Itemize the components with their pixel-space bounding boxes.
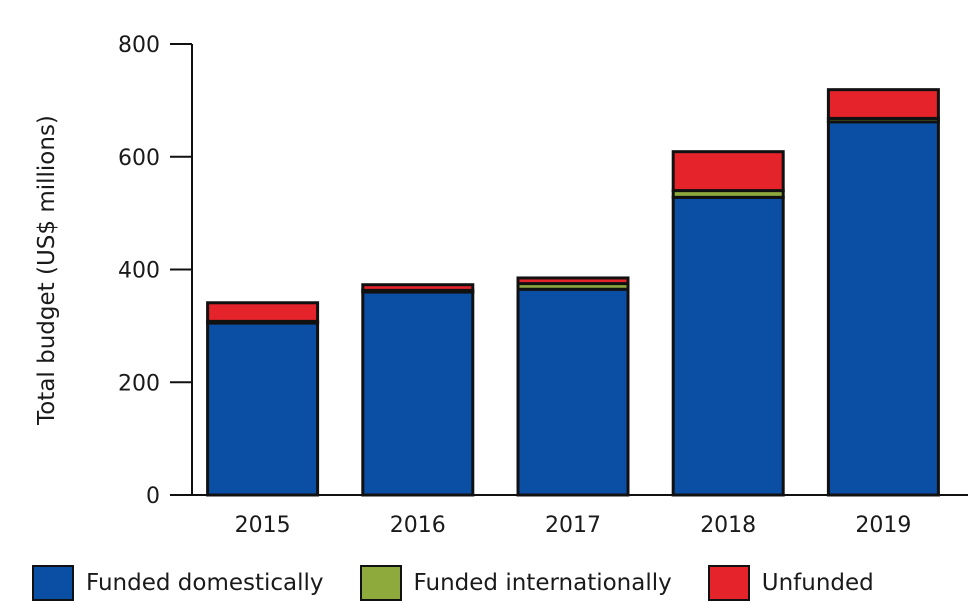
legend-item-domestic: Funded domestically xyxy=(32,565,324,601)
y-tick-label: 200 xyxy=(118,371,160,396)
bar-segment-2015-2 xyxy=(206,301,320,323)
bars xyxy=(206,88,940,497)
y-tick-label: 800 xyxy=(118,33,160,58)
x-tick-label: 2018 xyxy=(700,513,756,538)
legend-swatch-international xyxy=(359,565,402,601)
legend-swatch-unfunded xyxy=(707,565,750,601)
y-tick-label: 0 xyxy=(146,484,160,509)
y-tick-label: 400 xyxy=(118,259,160,284)
legend-label-domestic: Funded domestically xyxy=(86,570,324,596)
y-tick-label: 600 xyxy=(118,146,160,171)
x-tick-label: 2016 xyxy=(390,513,446,538)
bar-segment-2016-0 xyxy=(361,290,475,497)
bar-segment-2019-0 xyxy=(826,120,940,497)
legend: Funded domestically Funded international… xyxy=(32,565,910,601)
legend-label-international: Funded internationally xyxy=(413,570,672,596)
legend-label-unfunded: Unfunded xyxy=(761,570,874,596)
stacked-bar-chart: Total budget (US$ millions) 0 200 400 600 80… xyxy=(34,33,968,538)
y-axis-title: Total budget (US$ millions) xyxy=(34,115,60,426)
legend-item-unfunded: Unfunded xyxy=(707,565,874,601)
bar-segment-2017-0 xyxy=(516,287,630,497)
y-axis-ticks: 0 200 400 600 800 xyxy=(118,33,192,509)
legend-item-international: Funded internationally xyxy=(359,565,672,601)
bar-segment-2018-0 xyxy=(671,195,785,497)
x-tick-label: 2019 xyxy=(855,513,911,538)
bar-segment-2015-0 xyxy=(206,321,320,497)
x-axis-labels: 2015 2016 2017 2018 2019 xyxy=(235,513,912,538)
x-tick-label: 2015 xyxy=(235,513,291,538)
bar-segment-2017-2 xyxy=(516,276,630,286)
bar-segment-2016-2 xyxy=(361,283,475,292)
x-tick-label: 2017 xyxy=(545,513,601,538)
legend-swatch-domestic xyxy=(32,565,74,601)
bar-segment-2018-2 xyxy=(671,150,785,193)
bar-segment-2019-2 xyxy=(826,88,940,120)
